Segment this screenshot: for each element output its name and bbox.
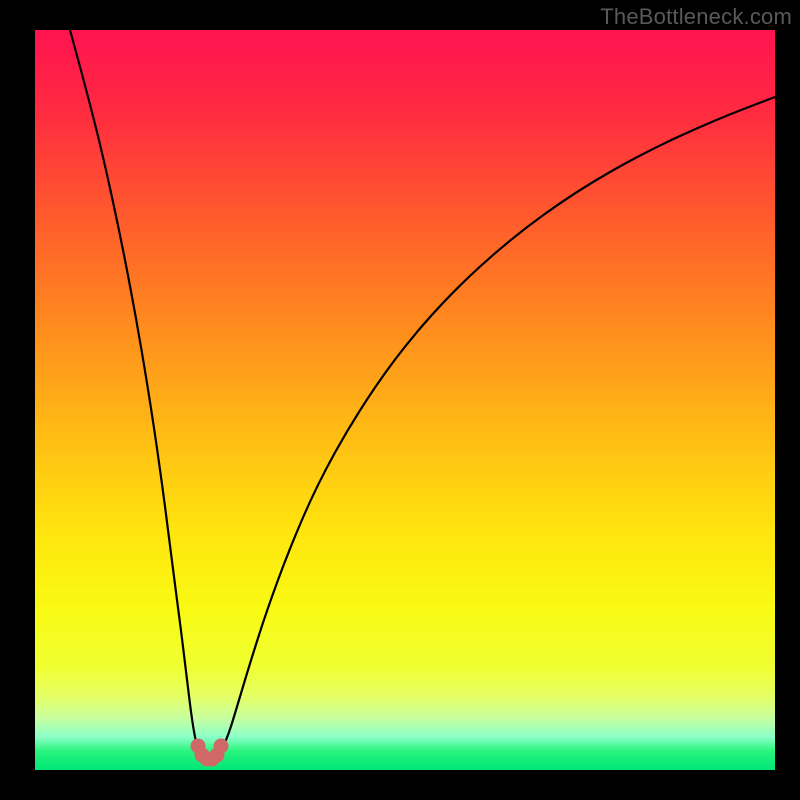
curve-overlay-svg xyxy=(35,30,775,770)
minimum-marker-group xyxy=(191,739,229,767)
minimum-marker xyxy=(214,739,229,754)
bottleneck-curve xyxy=(70,30,775,758)
plot-area xyxy=(35,30,775,770)
watermark-text: TheBottleneck.com xyxy=(600,4,792,30)
